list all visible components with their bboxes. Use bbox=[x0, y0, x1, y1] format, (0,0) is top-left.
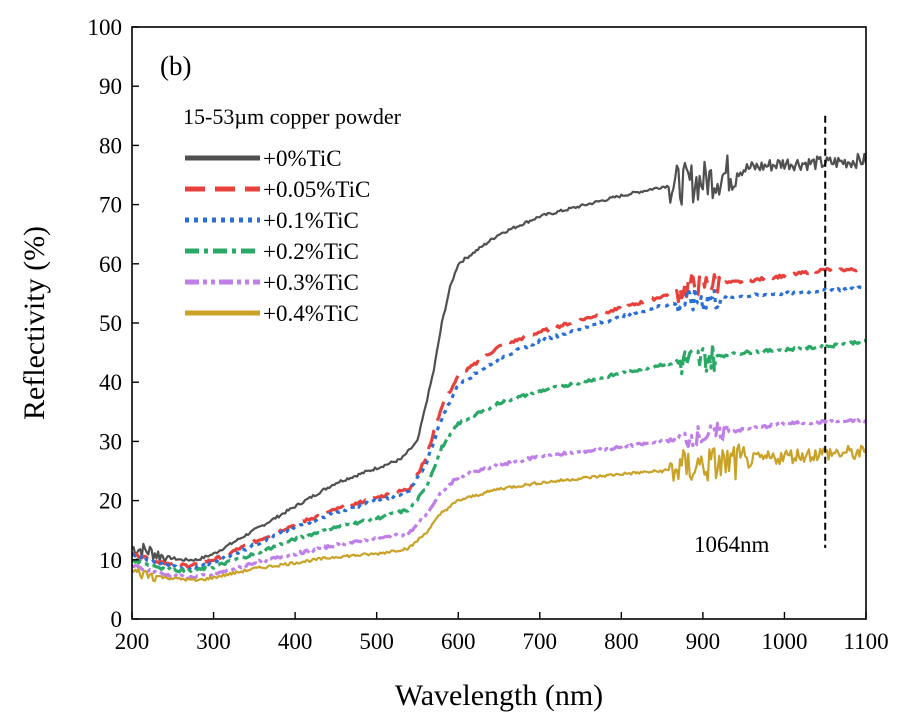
y-tick-label: 10 bbox=[99, 548, 122, 573]
legend-label: +0.3%TiC bbox=[263, 270, 359, 295]
series-line-5 bbox=[132, 443, 866, 583]
annotation-label: 1064nm bbox=[694, 532, 770, 557]
legend-label: +0.2%TiC bbox=[263, 239, 359, 264]
x-axis-title: Wavelength (nm) bbox=[395, 679, 603, 712]
x-tick-label: 800 bbox=[604, 629, 639, 654]
y-tick-label: 80 bbox=[99, 133, 122, 158]
legend-label: +0.1%TiC bbox=[263, 208, 359, 233]
series-line-3 bbox=[132, 338, 866, 575]
series-line-0 bbox=[132, 152, 866, 564]
x-tick-label: 300 bbox=[196, 629, 231, 654]
x-tick-label: 200 bbox=[115, 629, 150, 654]
x-tick-label: 1000 bbox=[761, 629, 807, 654]
y-tick-label: 60 bbox=[99, 252, 122, 277]
panel-label: (b) bbox=[160, 51, 191, 81]
y-tick-label: 50 bbox=[99, 311, 122, 336]
y-tick-label: 90 bbox=[99, 74, 122, 99]
x-tick-label: 900 bbox=[686, 629, 721, 654]
legend-label: +0%TiC bbox=[263, 146, 342, 171]
y-tick-label: 100 bbox=[88, 15, 123, 40]
x-tick-label: 600 bbox=[441, 629, 476, 654]
y-tick-label: 30 bbox=[99, 429, 122, 454]
x-tick-label: 700 bbox=[523, 629, 558, 654]
y-tick-label: 20 bbox=[99, 489, 122, 514]
annotation-1064nm: 1064nm bbox=[694, 115, 827, 557]
y-axis-title: Reflectivity (%) bbox=[18, 226, 51, 420]
legend-label: +0.4%TiC bbox=[263, 301, 359, 326]
x-tick-label: 400 bbox=[278, 629, 313, 654]
legend-label: +0.05%TiC bbox=[263, 177, 370, 202]
legend: +0%TiC +0.05%TiC +0.1%TiC +0.2%TiC +0.3%TiC +… bbox=[185, 146, 370, 326]
legend-title: 15-53µm copper powder bbox=[183, 104, 402, 129]
series-line-1 bbox=[132, 266, 866, 569]
series-line-4 bbox=[132, 418, 866, 581]
y-tick-label: 0 bbox=[111, 607, 123, 632]
y-tick-label: 40 bbox=[99, 370, 122, 395]
y-tick-label: 70 bbox=[99, 193, 122, 218]
x-tick-label: 500 bbox=[359, 629, 394, 654]
y-axis: 0 10 20 30 40 50 60 70 80 90 100 bbox=[88, 15, 139, 632]
x-axis: 200 300 400 500 600 700 800 900 1000 1100 bbox=[115, 612, 889, 654]
series-layer bbox=[132, 152, 866, 583]
x-tick-label: 1100 bbox=[843, 629, 888, 654]
